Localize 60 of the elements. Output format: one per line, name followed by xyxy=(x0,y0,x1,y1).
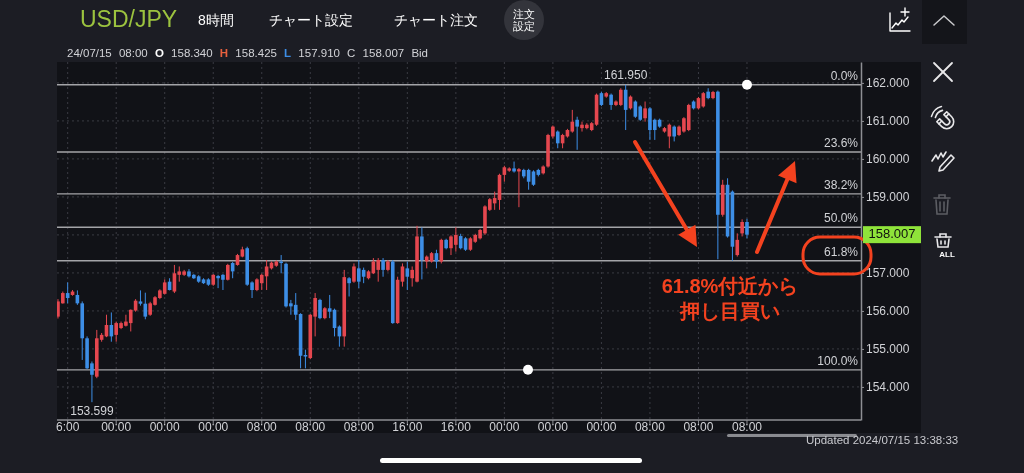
x-tick-label: 08:00 xyxy=(295,420,326,435)
candlestick xyxy=(420,226,424,280)
candlestick xyxy=(512,161,516,174)
x-tick-label: 08:00 xyxy=(683,420,714,435)
annotation: 38.2% xyxy=(823,178,859,193)
x-tick-label: 08:00 xyxy=(634,420,666,435)
annotation: 23.6% xyxy=(823,136,859,151)
candlestick xyxy=(575,116,579,151)
y-tick-label: 159.000 xyxy=(866,190,910,205)
candlestick xyxy=(735,232,740,258)
annotation: 61.8%付近から押し目買い xyxy=(661,274,799,322)
text: チャート注文 xyxy=(394,11,478,28)
annotation: 0.0% xyxy=(830,68,859,83)
annotation: 61.8% xyxy=(823,244,859,259)
annotation: 100.0% xyxy=(817,354,859,369)
x-tick-label: 00:00 xyxy=(101,420,132,435)
candlestick xyxy=(318,298,322,320)
x-tick-label: 00:00 xyxy=(537,420,569,435)
candlestick xyxy=(381,257,385,278)
candlestick xyxy=(357,259,361,289)
candlestick xyxy=(303,349,308,369)
candlestick xyxy=(570,109,575,134)
candlestick xyxy=(347,276,351,297)
chart-subtitle: 24/07/15 08:00 O 158.340 H 158.425 L 157.910 C 158.007 Bid xyxy=(67,47,429,60)
x-tick-label: 08:00 xyxy=(246,420,278,435)
chart-title: USD/JPY xyxy=(80,6,178,33)
y-tick-label: 160.000 xyxy=(866,152,910,167)
candlestick xyxy=(745,218,749,239)
candlestick xyxy=(517,167,521,208)
annotation: 153.599 xyxy=(70,404,114,419)
candlestick xyxy=(643,101,647,123)
candlestick xyxy=(376,257,381,283)
annotation: 50.0% xyxy=(823,211,859,226)
candlestick xyxy=(327,294,332,319)
x-tick-label: 6:00 xyxy=(56,420,80,435)
candlestick xyxy=(439,238,444,264)
x-tick-label: 16:00 xyxy=(392,420,423,435)
annotation: 161.950 xyxy=(603,67,648,82)
candlestick xyxy=(405,261,410,291)
y-tick-label: 157.000 xyxy=(866,266,910,281)
candlestick xyxy=(352,262,356,284)
text: 注文設定 xyxy=(513,7,535,32)
candlestick xyxy=(434,249,439,269)
x-tick-label: 00:00 xyxy=(149,420,181,435)
y-tick-label: 155.000 xyxy=(866,342,910,357)
x-tick-label: 00:00 xyxy=(586,420,617,435)
text: チャート設定 xyxy=(269,11,353,28)
text: 158.007 xyxy=(868,226,916,242)
text: ALL xyxy=(939,250,955,260)
x-tick-label: 08:00 xyxy=(731,420,763,435)
y-tick-label: 162.000 xyxy=(866,76,910,91)
x-tick-label: 00:00 xyxy=(489,420,520,435)
y-tick-label: 161.000 xyxy=(866,114,910,129)
text: Updated 2024/07/15 13:38:33 xyxy=(806,434,959,447)
y-tick-label: 156.000 xyxy=(866,304,910,319)
x-tick-label: 00:00 xyxy=(198,420,229,435)
x-tick-label: 16:00 xyxy=(440,420,472,435)
x-tick-label: 08:00 xyxy=(343,420,375,435)
y-tick-label: 154.000 xyxy=(866,380,910,395)
text: 8時間 xyxy=(198,11,234,28)
